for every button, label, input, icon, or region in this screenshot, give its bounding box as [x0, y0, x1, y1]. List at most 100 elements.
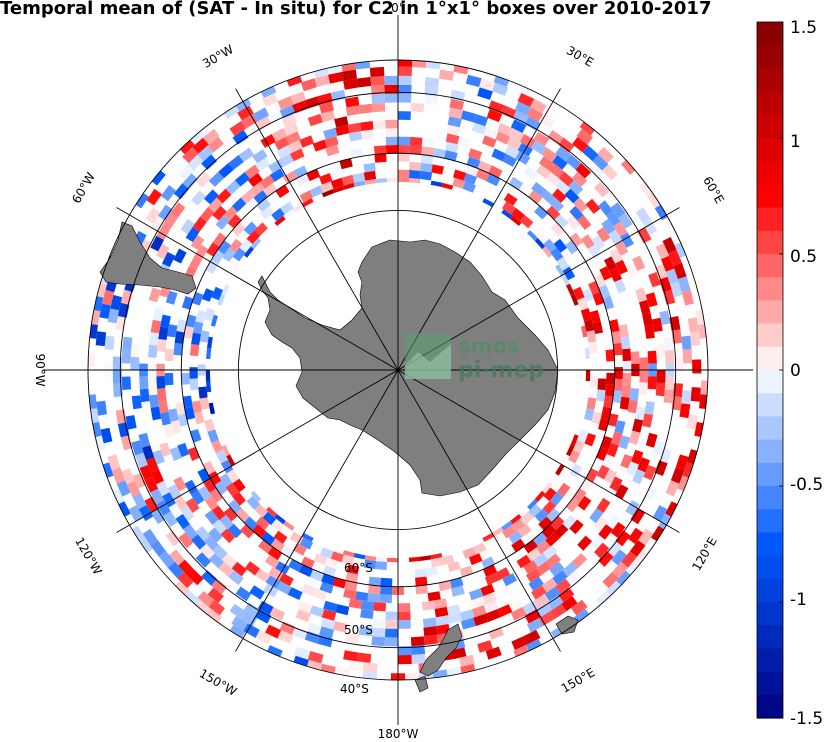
data-cell — [546, 508, 561, 523]
data-cell — [156, 243, 170, 260]
data-cell — [565, 497, 580, 513]
data-cell — [133, 472, 147, 489]
data-cell — [625, 560, 642, 577]
data-cell — [107, 454, 121, 471]
colorbar-swatch — [757, 277, 783, 301]
data-cell — [582, 370, 591, 382]
colorbar-swatch — [757, 439, 783, 464]
data-cell — [348, 660, 364, 672]
data-cell — [409, 136, 423, 147]
data-cell — [183, 524, 198, 540]
data-cell — [398, 217, 409, 226]
data-cell — [569, 519, 584, 535]
data-cell — [645, 292, 658, 308]
data-cell — [373, 505, 385, 515]
data-cell — [651, 525, 667, 543]
south-america-tip — [99, 221, 197, 295]
data-cell — [231, 615, 248, 631]
data-cell — [514, 101, 531, 116]
data-cell — [398, 136, 411, 146]
data-cell — [208, 197, 223, 213]
data-cell — [626, 263, 639, 279]
data-cell — [335, 124, 350, 136]
data-cell — [211, 578, 228, 595]
data-cell — [531, 140, 547, 155]
data-cell — [516, 445, 529, 458]
data-cell — [520, 134, 536, 148]
data-cell — [526, 618, 544, 633]
lon-label-120e: 120°E — [689, 535, 719, 574]
data-cell — [232, 247, 246, 262]
data-cell — [500, 240, 514, 253]
data-cell — [536, 561, 552, 576]
data-cell — [532, 238, 546, 252]
data-cell — [364, 179, 377, 189]
data-cell — [88, 323, 98, 339]
data-cell — [120, 289, 133, 305]
data-cell — [591, 235, 606, 250]
figure-title: Temporal mean of (SAT - In situ) for C2 … — [0, 0, 712, 19]
data-cell — [244, 467, 257, 481]
data-cell — [481, 556, 496, 569]
data-cell — [329, 229, 342, 241]
lon-label-150e: 150°E — [559, 665, 598, 695]
data-cell — [446, 604, 461, 616]
data-cell — [205, 370, 214, 382]
data-cell — [212, 544, 228, 560]
data-cell — [622, 373, 632, 386]
data-cell — [213, 377, 223, 390]
data-cell — [453, 169, 467, 181]
data-cell — [223, 507, 238, 522]
data-cell — [211, 249, 225, 265]
data-cell — [610, 431, 623, 446]
data-cell — [358, 103, 373, 114]
data-cell — [536, 602, 553, 618]
data-cell — [260, 134, 276, 148]
data-cell — [177, 413, 189, 427]
data-cell — [104, 335, 115, 350]
colorbar-swatch — [757, 323, 783, 348]
data-cell — [552, 570, 568, 585]
data-cell — [475, 487, 488, 500]
data-cell — [477, 87, 493, 100]
data-cell — [131, 440, 144, 456]
data-cell — [521, 476, 535, 490]
data-cell — [546, 205, 561, 220]
data-cell — [343, 588, 357, 600]
data-cell — [215, 449, 228, 464]
data-cell — [375, 553, 388, 562]
data-cell — [107, 308, 119, 324]
data-cell — [152, 449, 165, 465]
data-cell — [398, 646, 412, 656]
data-cell — [504, 145, 520, 159]
data-cell — [510, 607, 527, 621]
data-cell — [354, 501, 366, 512]
data-cell — [576, 128, 593, 145]
data-cell — [203, 478, 217, 493]
data-cell — [398, 185, 409, 194]
data-cell — [371, 93, 386, 104]
data-cell — [618, 213, 633, 229]
data-cell — [554, 214, 569, 229]
data-cell — [173, 476, 187, 492]
data-cell — [575, 163, 592, 179]
data-cell — [88, 352, 96, 367]
data-cell — [224, 330, 234, 342]
data-cell — [589, 508, 604, 524]
data-cell — [142, 528, 158, 546]
data-cell — [173, 183, 190, 200]
data-cell — [411, 505, 423, 515]
data-cell — [608, 229, 623, 245]
data-cell — [285, 178, 300, 192]
data-cell — [460, 110, 476, 123]
data-cell — [545, 532, 560, 547]
data-cell — [419, 551, 432, 561]
data-cell — [232, 299, 244, 313]
data-cell — [659, 447, 672, 464]
data-cell — [503, 277, 516, 290]
data-cell — [270, 278, 282, 291]
data-cell — [497, 270, 510, 283]
data-cell — [522, 600, 539, 615]
data-cell — [588, 163, 605, 180]
data-cell — [290, 233, 304, 247]
